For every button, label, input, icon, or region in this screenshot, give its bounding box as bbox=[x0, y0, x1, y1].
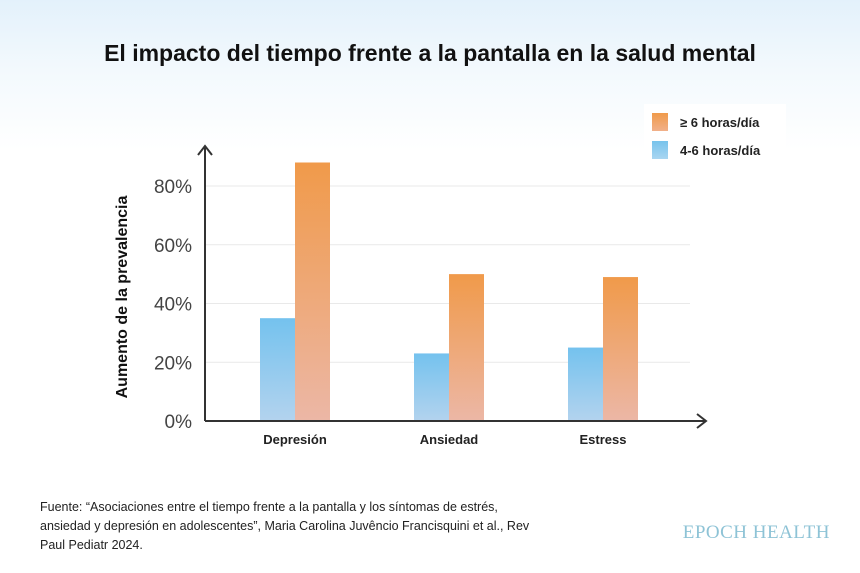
y-tick-label: 20% bbox=[154, 353, 192, 374]
legend-swatch-6plus bbox=[652, 113, 668, 131]
bars bbox=[260, 162, 638, 421]
bar-4to6-0 bbox=[260, 318, 295, 421]
chart-title: El impacto del tiempo frente a la pantal… bbox=[104, 40, 756, 66]
y-tick-label: 40% bbox=[154, 295, 192, 316]
bar-6plus-1 bbox=[449, 274, 484, 421]
bar-6plus-2 bbox=[603, 277, 638, 421]
legend: ≥ 6 horas/día 4-6 horas/día bbox=[644, 104, 786, 166]
legend-label-4to6: 4-6 horas/día bbox=[680, 142, 761, 158]
legend-swatch-4to6 bbox=[652, 141, 668, 159]
x-tick-label: Estress bbox=[580, 432, 627, 447]
bar-6plus-0 bbox=[295, 162, 330, 421]
bar-4to6-2 bbox=[568, 347, 603, 421]
legend-item-4to6: 4-6 horas/día bbox=[652, 140, 760, 160]
x-axis-arrow bbox=[696, 413, 708, 429]
legend-item-6plus: ≥ 6 horas/día bbox=[652, 112, 759, 132]
source-note: Fuente: “Asociaciones entre el tiempo fr… bbox=[40, 500, 530, 552]
axes bbox=[197, 144, 708, 429]
x-tick-label: Depresión bbox=[263, 432, 327, 447]
bar-4to6-1 bbox=[414, 353, 449, 421]
x-tick-label: Ansiedad bbox=[420, 432, 479, 447]
y-tick-label: 60% bbox=[154, 236, 192, 257]
tick-labels: 0% 20% 40% 60% 80% Depresión Ansiedad Estress bbox=[154, 177, 627, 447]
y-tick-label: 80% bbox=[154, 177, 192, 198]
y-axis-arrow bbox=[197, 144, 213, 156]
brand-logo: EPOCH HEALTH bbox=[682, 522, 830, 543]
legend-label-6plus: ≥ 6 horas/día bbox=[680, 114, 760, 130]
y-tick-label: 0% bbox=[165, 412, 193, 433]
